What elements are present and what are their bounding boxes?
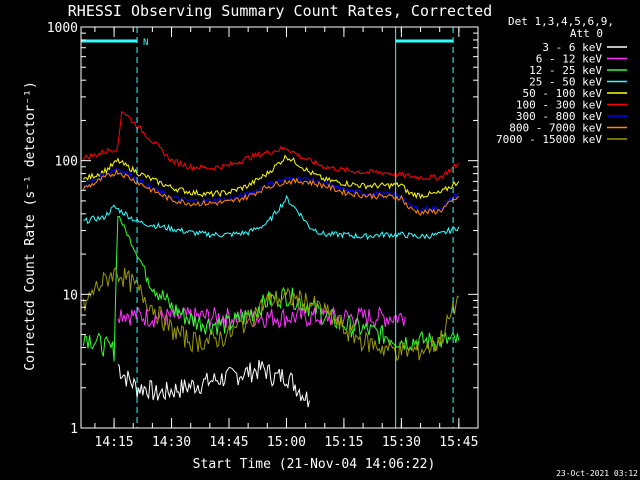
series-line-0 [117,359,310,408]
legend-label-5: 100 - 300 keV [516,99,602,112]
plot-frame [80,26,479,429]
x-tick-label-6: 15:45 [439,435,478,450]
x-tick-label-1: 14:30 [152,435,191,450]
plot-area [82,110,460,408]
legend-label-2: 12 - 25 keV [529,64,602,77]
x-tick-label-3: 15:00 [267,435,306,450]
x-tick-label-0: 14:15 [95,435,134,450]
chart-title: RHESSI Observing Summary Count Rates, Co… [68,2,492,20]
series-line-4 [83,154,460,200]
x-tick-label-4: 15:15 [324,435,363,450]
series-line-3 [83,194,460,241]
x-tick-label-2: 14:45 [209,435,248,450]
legend-label-8: 7000 - 15000 keV [496,133,602,146]
series-line-1 [117,305,406,329]
legend-label-6: 300 - 800 keV [516,110,602,123]
legend-label-4: 50 - 100 keV [523,87,603,100]
y-tick-label-2: 100 [55,155,78,170]
y-axis-label: Corrected Count Rate (s⁻¹ detector⁻¹) [23,81,38,371]
legend-header-line2: Att 0 [570,27,603,40]
legend-label-1: 6 - 12 keV [536,53,603,66]
y-tick-label-3: 1000 [47,21,78,36]
axes: 1 10 100 1000 14:15 14:30 14:45 15:00 15:15 15:30… [47,21,479,450]
series-line-8 [82,266,460,362]
series-line-7 [82,168,460,216]
y-tick-label-1: 10 [62,288,78,303]
night-marker-label: N [143,38,148,48]
legend-label-7: 800 - 7000 keV [509,122,602,135]
footer-timestamp: 23-Oct-2021 03:12 [556,469,638,478]
legend-label-3: 25 - 50 keV [529,76,602,89]
legend-label-0: 3 - 6 keV [542,41,602,54]
y-tick-label-0: 1 [70,422,78,437]
series-line-2 [82,215,460,362]
x-axis-label: Start Time (21-Nov-04 14:06:22) [193,457,436,472]
legend-header-line1: Det 1,3,4,5,6,9, [508,15,614,28]
x-tick-label-5: 15:30 [382,435,421,450]
